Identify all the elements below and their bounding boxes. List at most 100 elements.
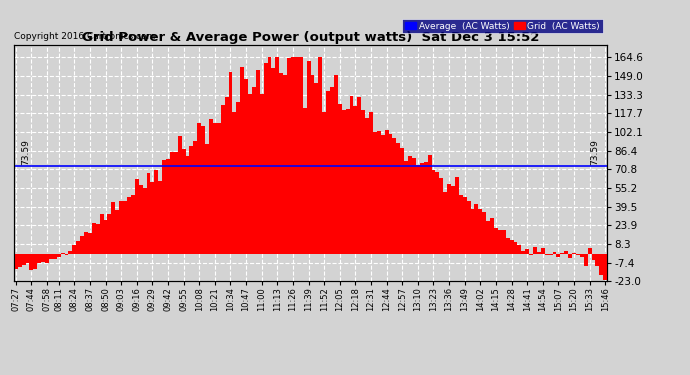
Bar [279,73,283,254]
Bar [506,238,510,254]
Bar [14,254,18,269]
Bar [369,112,373,254]
Bar [393,138,396,254]
Bar [522,251,525,254]
Bar [77,242,80,254]
Bar [318,57,322,254]
Bar [595,254,600,266]
Bar [533,247,537,254]
Bar [123,201,127,254]
Bar [45,254,49,263]
Bar [591,254,595,260]
Bar [603,254,607,280]
Bar [236,102,240,254]
Bar [178,136,181,254]
Bar [33,254,37,269]
Bar [584,254,588,266]
Bar [68,251,72,254]
Bar [400,148,404,254]
Bar [150,182,155,254]
Bar [268,57,271,254]
Bar [283,75,287,254]
Bar [287,57,291,254]
Bar [244,79,248,254]
Bar [162,160,166,254]
Bar [428,155,431,254]
Bar [291,57,295,254]
Bar [299,57,303,254]
Bar [588,248,591,254]
Bar [30,254,33,270]
Bar [92,223,96,254]
Bar [377,131,381,254]
Bar [181,149,186,254]
Bar [463,196,466,254]
Bar [338,104,342,254]
Bar [315,83,318,254]
Bar [556,254,560,257]
Bar [190,147,193,254]
Bar [174,152,178,254]
Bar [240,67,244,254]
Bar [170,152,174,254]
Bar [447,184,451,254]
Bar [385,130,388,254]
Bar [424,162,428,254]
Bar [205,144,209,254]
Bar [529,254,533,255]
Bar [443,192,447,254]
Bar [353,106,357,254]
Bar [435,172,440,254]
Bar [568,254,572,258]
Bar [350,96,353,254]
Bar [330,87,334,254]
Bar [455,177,459,254]
Bar [96,224,99,254]
Bar [310,75,315,254]
Bar [131,195,135,254]
Bar [381,135,385,254]
Bar [510,240,513,254]
Text: Copyright 2016 Cartronics.com: Copyright 2016 Cartronics.com [14,32,155,41]
Bar [295,57,299,254]
Bar [396,143,400,254]
Bar [541,248,544,254]
Bar [306,61,310,254]
Bar [362,110,365,254]
Bar [412,158,416,254]
Bar [576,254,580,255]
Bar [271,68,275,254]
Bar [259,94,264,254]
Bar [334,75,338,254]
Bar [459,195,463,254]
Bar [115,210,119,254]
Bar [135,178,139,254]
Bar [104,220,108,254]
Bar [221,105,225,254]
Text: 73.59: 73.59 [21,139,30,165]
Bar [146,173,150,254]
Bar [326,91,330,254]
Bar [233,112,236,254]
Bar [416,165,420,254]
Bar [486,221,490,254]
Bar [498,230,502,254]
Bar [600,254,603,275]
Bar [365,118,369,254]
Bar [57,254,61,257]
Bar [41,254,45,262]
Bar [388,134,393,254]
Bar [373,132,377,254]
Bar [431,170,435,254]
Bar [490,218,494,254]
Bar [127,196,131,254]
Bar [49,254,53,259]
Bar [18,254,21,267]
Bar [217,123,221,254]
Title: Grid Power & Average Power (output watts)  Sat Dec 3 15:52: Grid Power & Average Power (output watts… [82,31,539,44]
Bar [197,123,201,254]
Bar [404,161,408,254]
Bar [544,254,549,255]
Bar [466,201,471,254]
Bar [65,254,68,255]
